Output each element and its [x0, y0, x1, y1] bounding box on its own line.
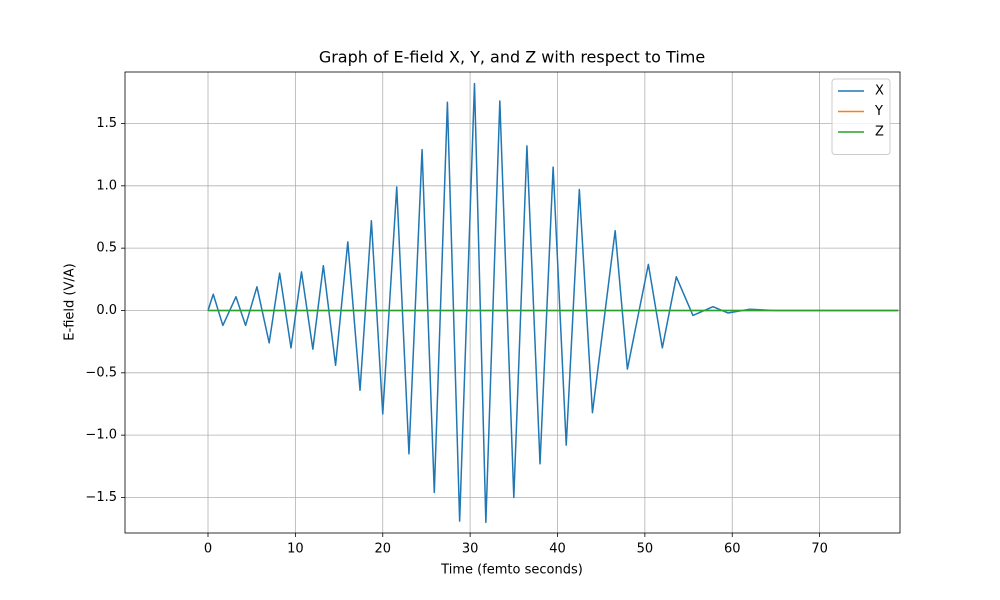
x-tick-label: 10 [287, 542, 304, 557]
x-axis-label: Time (femto seconds) [440, 563, 583, 578]
legend-label: X [875, 84, 884, 99]
chart-title: Graph of E-field X, Y, and Z with respec… [319, 48, 705, 67]
y-tick-label: −1.0 [85, 428, 117, 443]
y-tick-label: 1.0 [96, 178, 117, 193]
legend-label: Y [874, 104, 883, 119]
x-tick-label: 40 [549, 542, 566, 557]
x-tick-label: 70 [811, 542, 828, 557]
y-tick-label: 1.5 [96, 116, 117, 131]
y-tick-label: −0.5 [85, 365, 117, 380]
x-tick-label: 60 [724, 542, 741, 557]
x-tick-label: 20 [374, 542, 391, 557]
y-tick-label: −1.5 [85, 490, 117, 505]
legend-box [831, 78, 891, 155]
plot-frame [124, 71, 901, 534]
y-tick-label: 0.0 [96, 303, 117, 318]
y-axis-label: E-field (V/A) [63, 263, 78, 340]
x-tick-label: 50 [637, 542, 654, 557]
x-tick-label: 30 [462, 542, 479, 557]
legend-label: Z [875, 125, 884, 140]
x-tick-label: 0 [204, 542, 212, 557]
y-tick-label: 0.5 [96, 241, 117, 256]
